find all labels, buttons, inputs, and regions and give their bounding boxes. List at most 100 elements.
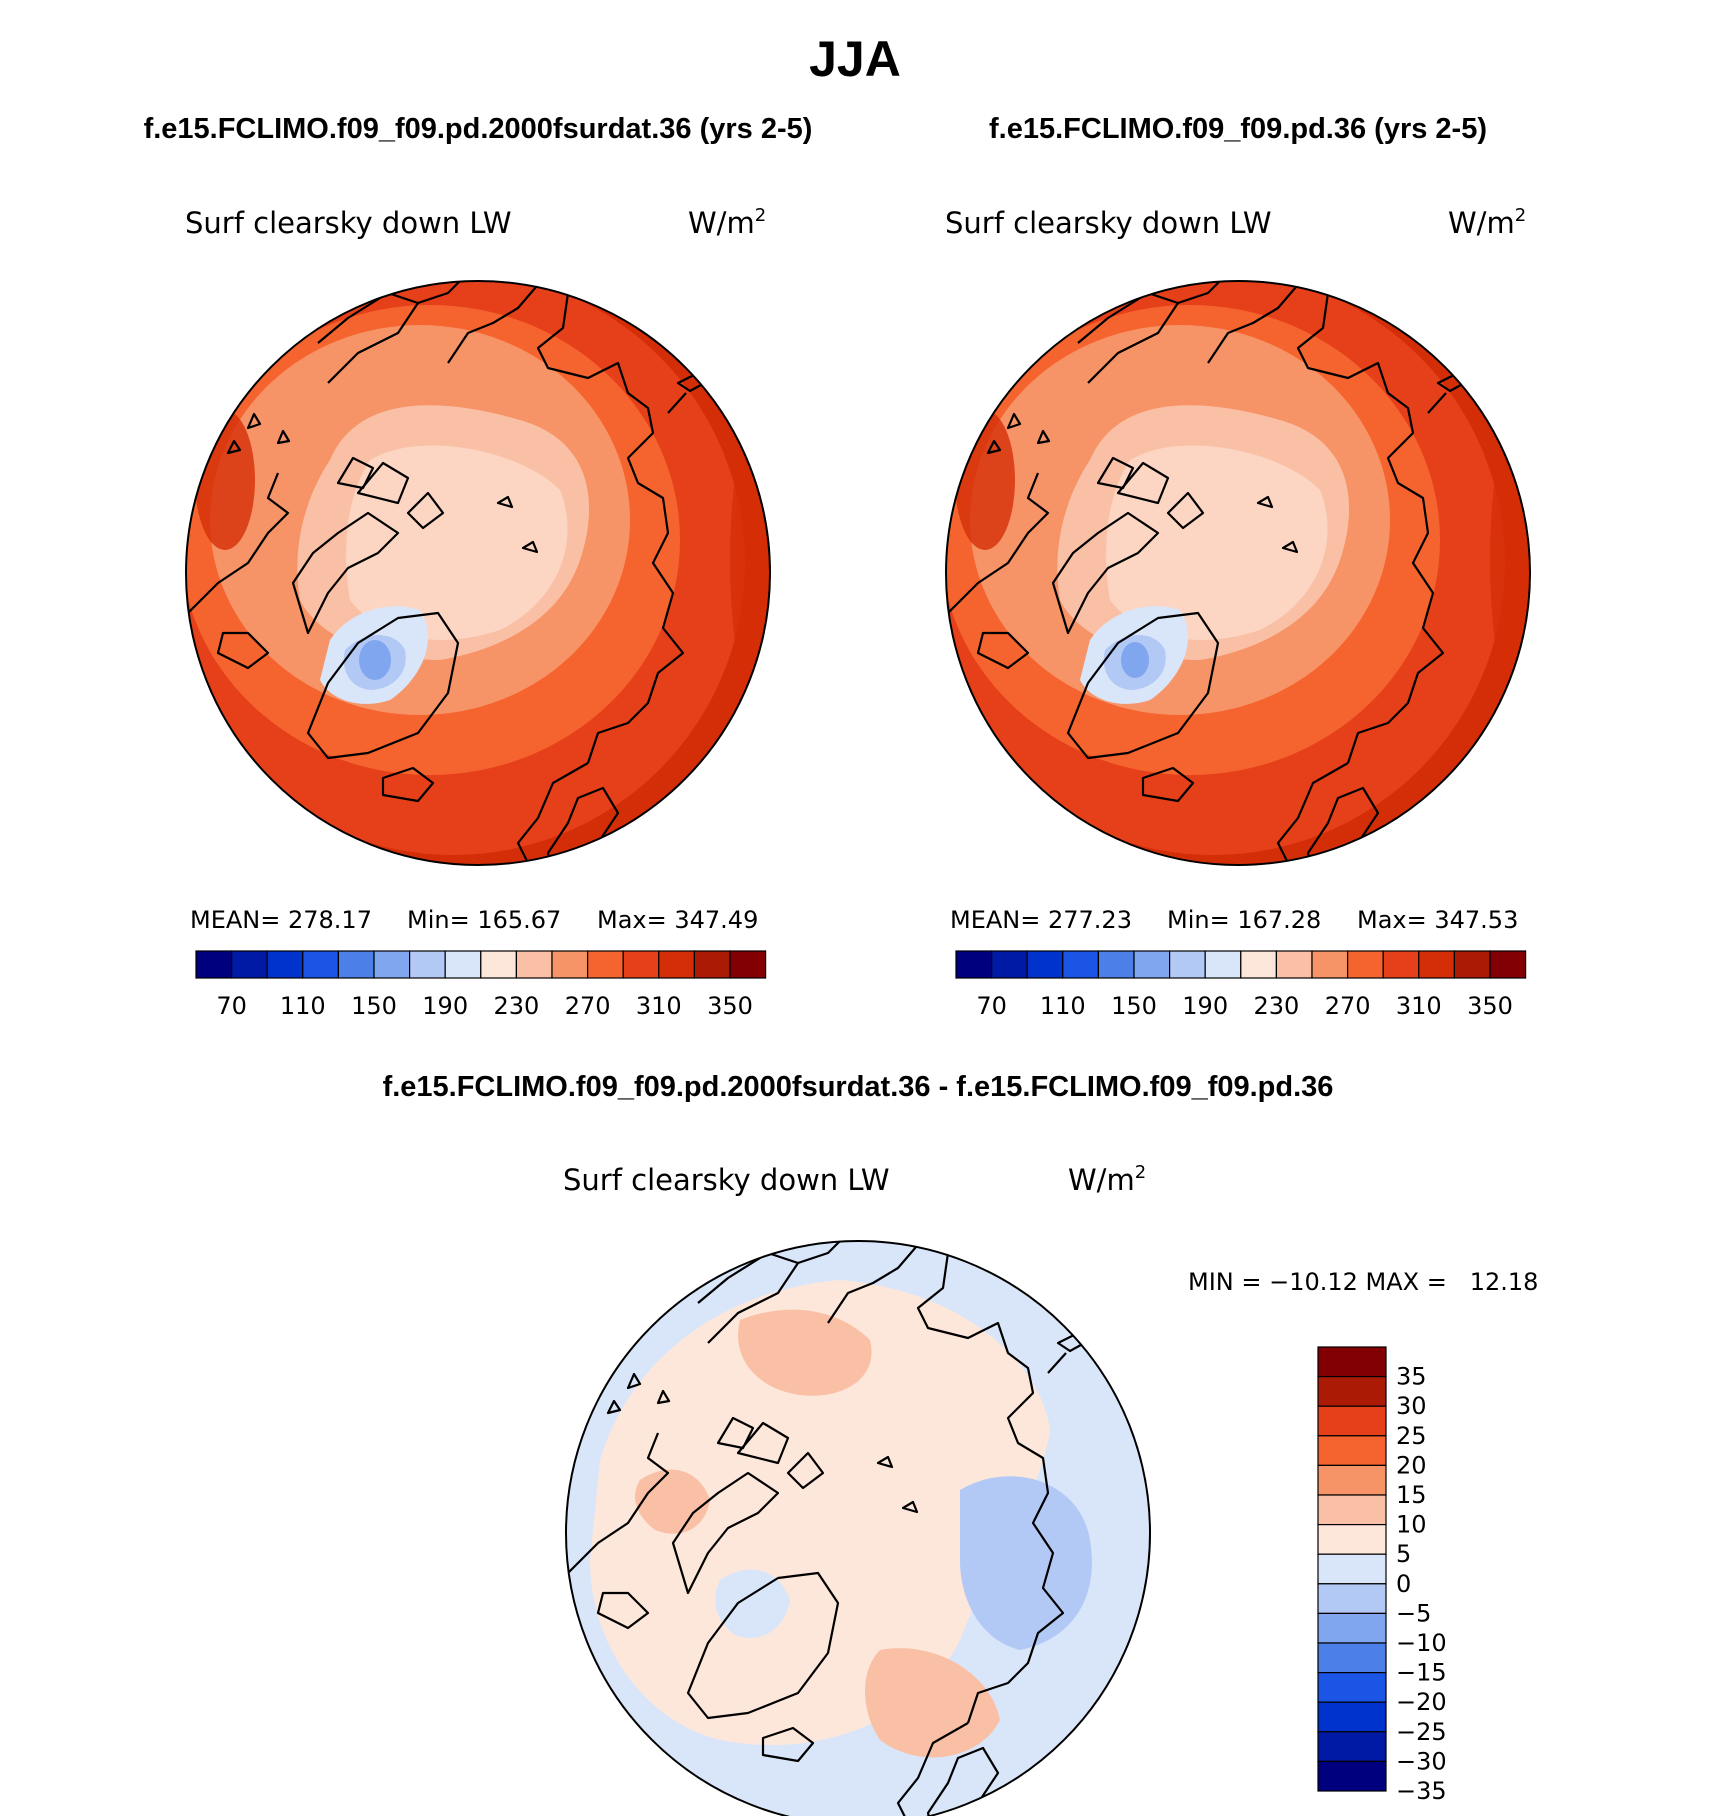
colorbar-swatch [1317,1612,1387,1644]
colorbar-swatch [1026,950,1064,979]
colorbar-swatch [1275,950,1313,979]
colorbar-tick-label: 70 [976,992,1007,1020]
stats-right: MEAN= 277.23 Min= 167.28 Max= 347.53 [950,906,1518,934]
colorbar-swatch [1317,1464,1387,1496]
case-title-left: f.e15.FCLIMO.f09_f09.pd.2000fsurdat.36 (… [144,113,813,145]
colorbar-tick-label: 110 [280,992,326,1020]
colorbar-swatch [1317,1346,1387,1378]
colorbar-swatch [622,950,660,979]
colorbar-swatch [990,950,1028,979]
min-value-left: Min= 165.67 [407,906,561,934]
colorbar-tick-label: 5 [1396,1540,1411,1568]
colorbar-swatch [1240,950,1278,979]
colorbar-tick-label: −5 [1396,1599,1431,1627]
colorbar-swatch [1453,950,1491,979]
colorbar-swatch [1317,1671,1387,1703]
colorbar-swatch [195,950,233,979]
colorbar-swatch [515,950,553,979]
colorbar-tick-label: −25 [1396,1718,1447,1746]
colorbar-swatch [658,950,695,979]
colorbar-tick-label: 30 [1396,1392,1427,1420]
colorbar-swatch [1317,1435,1387,1467]
max-value-right: Max= 347.53 [1357,906,1518,934]
colorbar-swatch [1097,950,1135,979]
colorbar-swatch [302,950,339,979]
page-title: JJA [809,31,901,87]
colorbar-tick-label: 10 [1396,1511,1427,1539]
colorbar-swatch [1133,950,1171,979]
colorbar-tick-label: 270 [1325,992,1371,1020]
colorbar-tick-label: 310 [636,992,682,1020]
colorbar-swatch [1311,950,1349,979]
colorbar-swatch [1317,1494,1387,1526]
mean-value-left: MEAN= 278.17 [190,906,372,934]
colorbar-tick-label: 20 [1396,1451,1427,1479]
units-label-left: W/m2 [688,205,766,240]
colorbar-tick-label: −35 [1396,1777,1447,1805]
colorbar-swatch [1317,1375,1387,1407]
colorbar-swatch [373,950,411,979]
panel-right: f.e15.FCLIMO.f09_f09.pd.36 (yrs 2-5) Sur… [945,113,1531,1020]
diff-minmax: MIN = −10.12 MAX = 12.18 [1188,1268,1538,1296]
colorbar-swatch [1168,950,1206,979]
colorbar-swatch [729,950,767,979]
colorbar-tick-label: 190 [1182,992,1228,1020]
colorbar-swatch [266,950,304,979]
units-label-diff: W/m2 [1068,1162,1146,1197]
colorbar-swatch [1346,950,1384,979]
max-value-left: Max= 347.49 [597,906,758,934]
colorbar-swatch [444,950,482,979]
colorbar-tick-label: 350 [1467,992,1513,1020]
units-label-right: W/m2 [1448,205,1526,240]
colorbar-right: 70 110 150 190 230 270 310 350 [955,950,1527,1020]
case-title-right: f.e15.FCLIMO.f09_f09.pd.36 (yrs 2-5) [989,113,1487,145]
colorbar-tick-label: 35 [1396,1363,1427,1391]
colorbar-swatch [1317,1731,1387,1763]
colorbar-swatch [1317,1553,1387,1585]
colorbar-swatch [551,950,589,979]
colorbar-tick-label: −30 [1396,1747,1447,1775]
stats-left: MEAN= 278.17 Min= 165.67 Max= 347.49 [190,906,758,934]
colorbar-swatch [1418,950,1456,979]
colorbar-swatch [337,950,375,979]
colorbar-tick-label: 150 [1111,992,1157,1020]
colorbar-swatch [693,950,731,979]
colorbar-tick-label: −15 [1396,1659,1447,1687]
colorbar-swatch [1317,1583,1387,1615]
mean-value-right: MEAN= 277.23 [950,906,1132,934]
variable-label-right: Surf clearsky down LW [945,206,1272,240]
panel-difference: f.e15.FCLIMO.f09_f09.pd.2000fsurdat.36 -… [383,1071,1538,1816]
difference-title: f.e15.FCLIMO.f09_f09.pd.2000fsurdat.36 -… [383,1071,1334,1103]
colorbar-swatch [1204,950,1242,979]
colorbar-swatch [409,950,446,979]
colorbar-swatch [1317,1701,1387,1733]
variable-label-diff: Surf clearsky down LW [563,1163,890,1197]
colorbar-tick-label: −20 [1396,1688,1447,1716]
colorbar-tick-label: 350 [707,992,753,1020]
colorbar-tick-label: 150 [351,992,397,1020]
colorbar-tick-label: 190 [422,992,468,1020]
colorbar-swatch [1317,1523,1387,1555]
colorbar-tick-label: 310 [1396,992,1442,1020]
colorbar-swatch [1317,1760,1387,1792]
colorbar-tick-label: 270 [565,992,611,1020]
colorbar-tick-label: 230 [1253,992,1299,1020]
colorbar-swatch [1317,1642,1387,1674]
min-value-right: Min= 167.28 [1167,906,1321,934]
colorbar-swatch [1062,950,1100,979]
colorbar-tick-label: 0 [1396,1570,1411,1598]
variable-label-left: Surf clearsky down LW [185,206,512,240]
panel-left: f.e15.FCLIMO.f09_f09.pd.2000fsurdat.36 (… [144,113,813,1020]
colorbar-swatch [1317,1405,1387,1437]
colorbar-swatch [1382,950,1420,979]
polar-map-difference [565,1240,1151,1816]
colorbar-left: 70 110 150 190 230 270 310 350 [195,950,767,1020]
colorbar-swatch [480,950,517,979]
colorbar-tick-label: −10 [1396,1629,1447,1657]
colorbar-swatch [1489,950,1527,979]
colorbar-tick-label: 110 [1040,992,1086,1020]
colorbar-tick-label: 230 [493,992,539,1020]
colorbar-tick-label: 70 [216,992,247,1020]
colorbar-tick-label: 25 [1396,1422,1427,1450]
